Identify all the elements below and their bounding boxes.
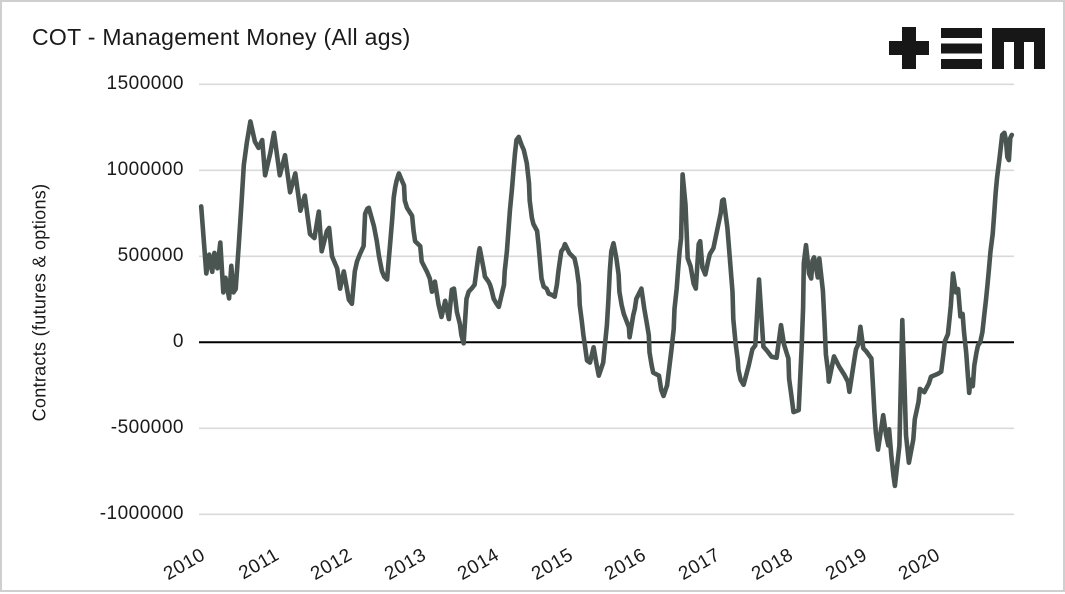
tem-logo xyxy=(889,27,1045,69)
y-tick-label: -500000 xyxy=(110,417,184,439)
managed-money-series-line xyxy=(198,119,1015,489)
horizontal-gridlines xyxy=(199,83,1014,516)
squared-m-icon xyxy=(992,28,1045,69)
triple-bar-icon xyxy=(941,28,982,69)
y-tick-label: 500000 xyxy=(117,245,184,267)
y-tick-label: -1000000 xyxy=(99,503,184,525)
y-tick-label: 0 xyxy=(172,331,184,353)
plus-icon xyxy=(889,27,929,69)
chart-title: COT - Management Money (All ags) xyxy=(32,24,411,50)
y-tick-label: 1500000 xyxy=(106,73,184,95)
y-tick-label: 1000000 xyxy=(106,159,184,181)
y-axis-title: Contracts (futures & options) xyxy=(29,183,50,422)
